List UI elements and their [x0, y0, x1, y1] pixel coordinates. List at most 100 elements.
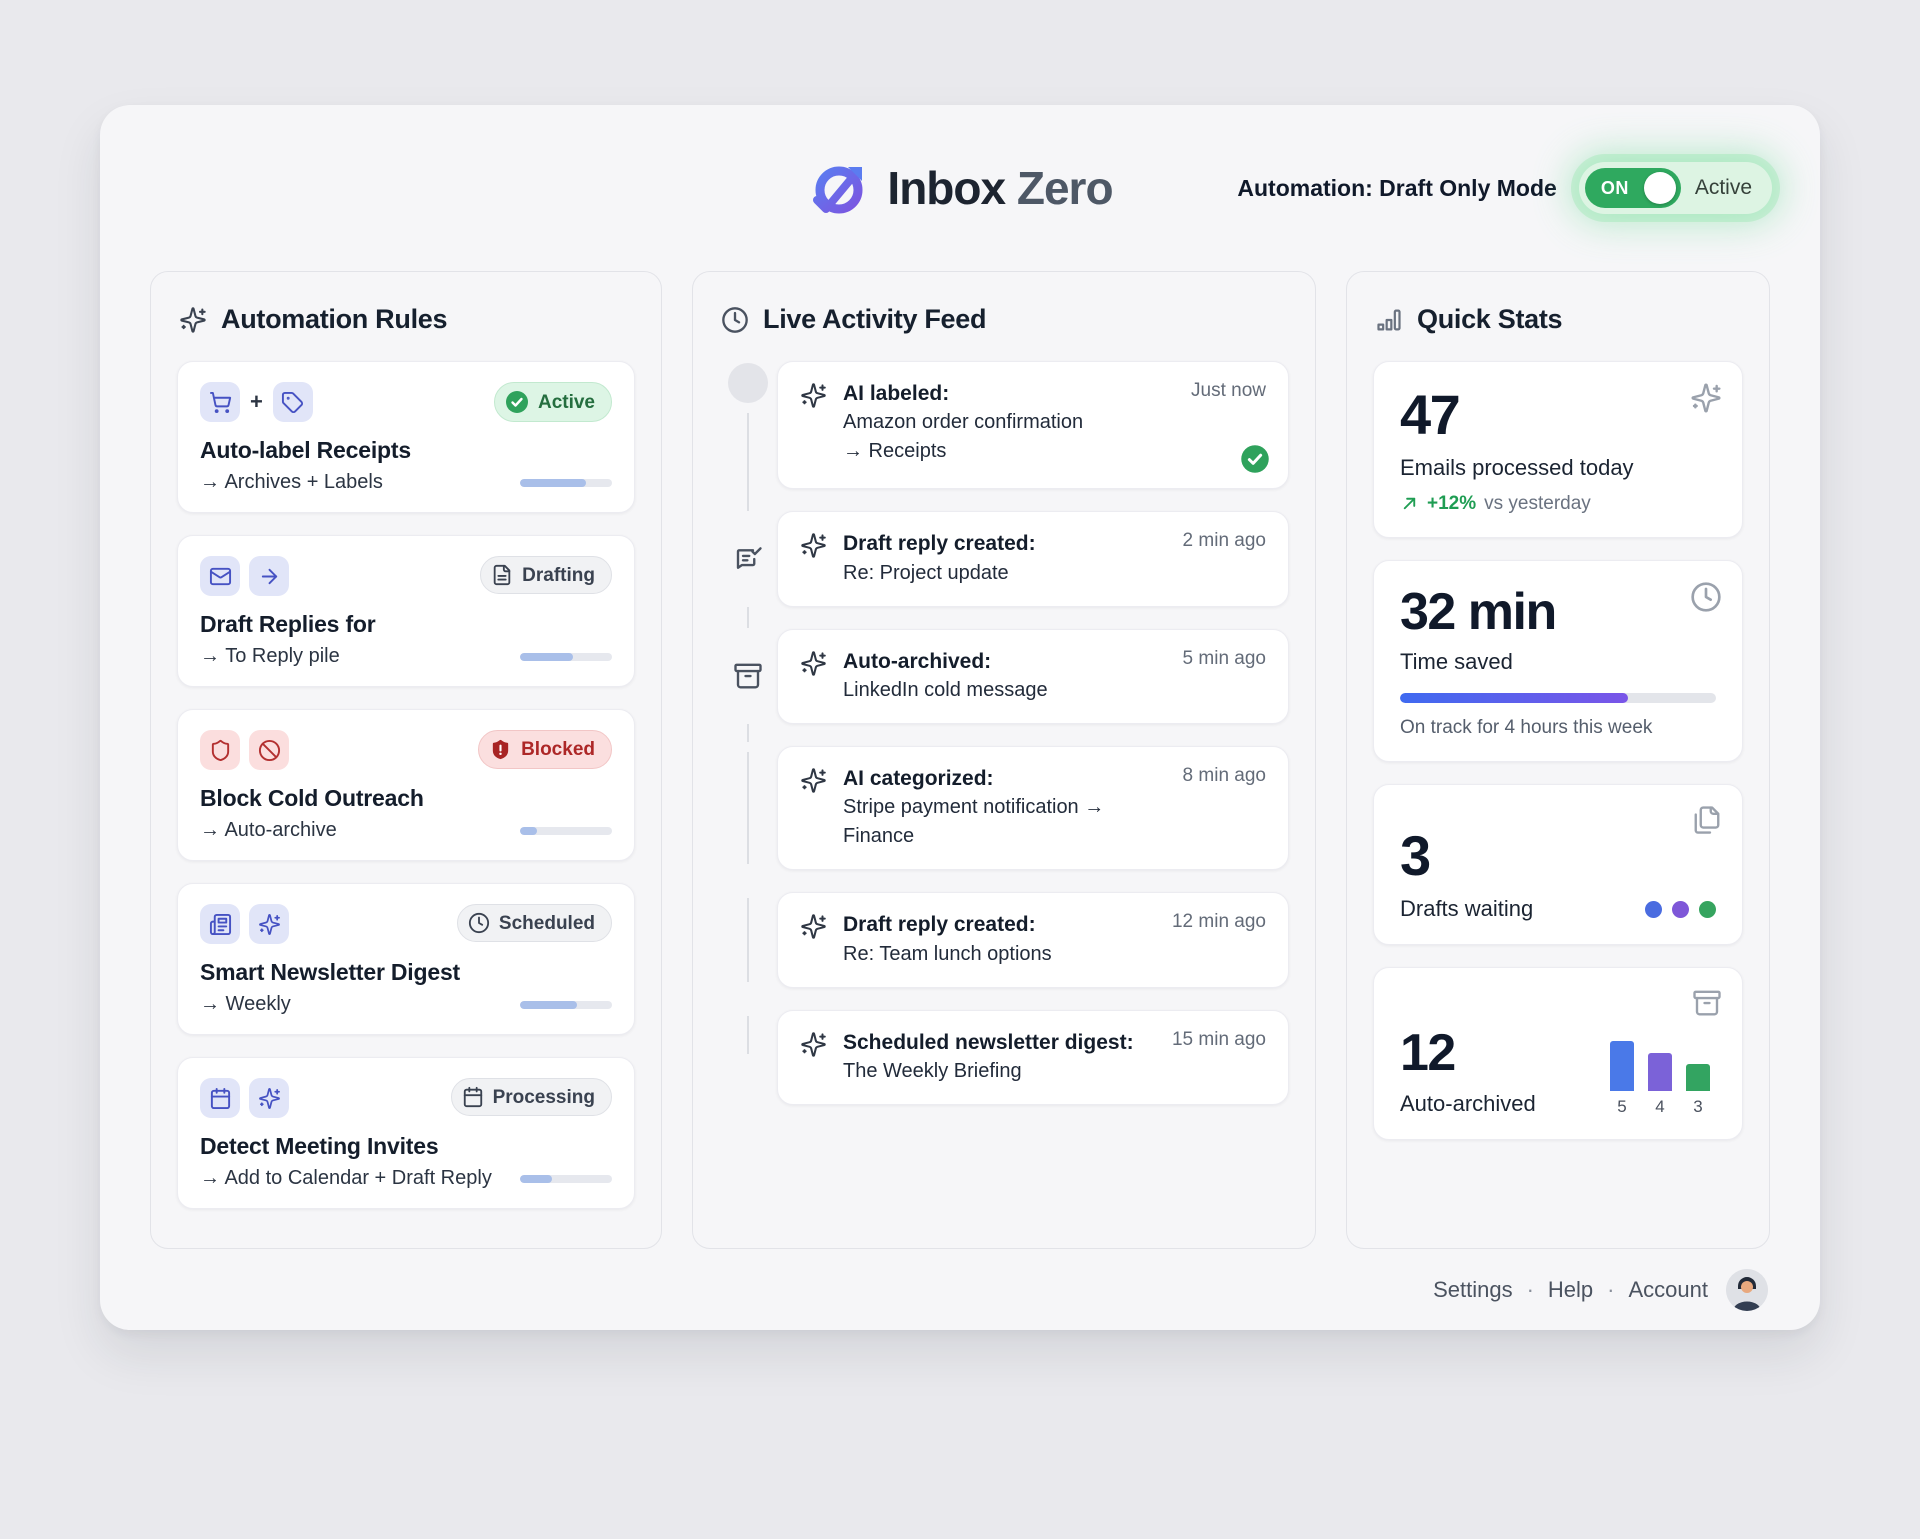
bar-label: 4 — [1655, 1096, 1665, 1116]
sparkles-icon — [800, 913, 827, 940]
stat-value: 3 — [1400, 824, 1431, 888]
automation-mode-label: Automation: Draft Only Mode — [1237, 174, 1557, 201]
cart-icon — [200, 382, 240, 422]
sparkles-icon — [800, 382, 827, 409]
rule-title: Auto-label Receipts — [200, 437, 411, 463]
rule-card-smart-newsletter-digest[interactable]: Scheduled Smart Newsletter Digest → Week… — [177, 883, 635, 1035]
feed-label: Draft reply created: — [843, 913, 1036, 937]
feed-line: Amazon order confirmation — [843, 411, 1084, 434]
rule-icons — [200, 904, 289, 944]
dot-purple — [1672, 900, 1689, 918]
feed-item-auto-archived[interactable]: Auto-archived: LinkedIn cold message 5 m… — [777, 628, 1289, 725]
newspaper-icon — [200, 904, 240, 944]
dot-green — [1699, 900, 1716, 918]
stat-label: Emails processed today — [1400, 454, 1634, 480]
bar-label: 3 — [1693, 1096, 1703, 1116]
feed-label: Scheduled newsletter digest: — [843, 1030, 1134, 1054]
timeline-node — [719, 892, 777, 987]
panels-row: Automation Rules + Active Auto-label Rec… — [100, 271, 1820, 1249]
panel-title: Live Activity Feed — [763, 304, 987, 334]
footer-separator: · — [1607, 1276, 1615, 1302]
feed-line: Stripe payment notification → Finance — [843, 796, 1105, 848]
help-link[interactable]: Help — [1547, 1276, 1594, 1302]
feed-line: The Weekly Briefing — [843, 1060, 1022, 1083]
rule-progress — [520, 652, 612, 661]
stat-card-time-saved: 32 min Time saved On track for 4 hours t… — [1373, 559, 1743, 763]
clock-icon — [1690, 581, 1722, 613]
sparkles-icon — [800, 1031, 827, 1058]
toggle-knob[interactable] — [1643, 172, 1676, 204]
footer-separator: · — [1526, 1276, 1534, 1302]
app-title: Inbox Zero — [887, 161, 1113, 215]
stat-label: Time saved — [1400, 649, 1513, 675]
trend-percent: +12% — [1427, 492, 1477, 514]
dot-blue — [1645, 900, 1662, 918]
rule-subtitle: → Weekly — [200, 993, 291, 1015]
bar-purple — [1648, 1052, 1672, 1091]
rule-subtitle: → To Reply pile — [200, 645, 340, 667]
feed-line: → Receipts — [843, 440, 947, 463]
badge-label: Drafting — [522, 564, 595, 586]
automation-toggle[interactable]: ON Active — [1578, 162, 1772, 214]
auto-archived-bar-chart: 5 4 3 — [1610, 1040, 1710, 1117]
toggle-pill[interactable]: ON — [1584, 168, 1681, 208]
feed-item-ai-categorized[interactable]: AI categorized: Stripe payment notificat… — [777, 746, 1289, 871]
timeline-node — [719, 361, 777, 512]
rule-title: Smart Newsletter Digest — [200, 959, 460, 985]
avatar[interactable] — [1726, 1268, 1768, 1311]
shield-icon — [200, 730, 240, 770]
timeline-dot — [728, 363, 768, 403]
feed-item-scheduled-digest[interactable]: Scheduled newsletter digest: The Weekly … — [777, 1009, 1289, 1106]
sparkles-icon — [1690, 382, 1722, 414]
feed-item-draft-reply-2[interactable]: Draft reply created: Re: Team lunch opti… — [777, 892, 1289, 988]
draft-edit-icon — [733, 544, 763, 574]
sparkles-icon — [800, 532, 827, 559]
clock-icon — [468, 912, 490, 934]
automation-mode-control: Automation: Draft Only Mode ON Active — [1113, 162, 1772, 214]
status-badge: Active — [493, 382, 612, 422]
stat-footnote: On track for 4 hours this week — [1400, 717, 1653, 739]
footer: Settings · Help · Account — [100, 1249, 1820, 1330]
feed-line: Re: Team lunch options — [843, 942, 1052, 965]
calendar-icon — [200, 1078, 240, 1118]
badge-label: Blocked — [521, 739, 595, 760]
rule-icons — [200, 1078, 289, 1118]
rule-card-block-cold-outreach[interactable]: Blocked Block Cold Outreach → Auto-archi… — [177, 709, 635, 861]
rule-progress — [520, 826, 612, 835]
settings-link[interactable]: Settings — [1433, 1276, 1513, 1302]
clock-icon — [721, 306, 749, 334]
rule-title: Draft Replies for — [200, 611, 376, 637]
feed-timestamp: Just now — [1191, 380, 1266, 401]
brand: Inbox Zero — [807, 156, 1114, 220]
bar-blue — [1610, 1040, 1634, 1091]
rule-card-detect-meeting-invites[interactable]: Processing Detect Meeting Invites → Add … — [177, 1057, 635, 1209]
rule-card-auto-label-receipts[interactable]: + Active Auto-label Receipts → Archives … — [177, 361, 635, 513]
stat-label: Drafts waiting — [1400, 896, 1534, 922]
feed-item-ai-labeled[interactable]: AI labeled: Amazon order confirmation → … — [777, 361, 1289, 490]
badge-label: Processing — [492, 1086, 595, 1108]
arrow-right-icon — [249, 556, 289, 596]
sparkles-icon — [249, 1078, 289, 1118]
stat-label: Auto-archived — [1400, 1090, 1536, 1116]
rule-icons: + — [200, 382, 313, 422]
feed-label: Auto-archived: — [843, 649, 992, 673]
stat-card-drafts-waiting: 3 Drafts waiting — [1373, 784, 1743, 946]
stat-trend: +12% vs yesterday — [1400, 493, 1716, 515]
rule-progress — [520, 1000, 612, 1009]
timeline-node — [719, 1010, 777, 1105]
calendar-icon — [462, 1086, 484, 1108]
feed-label: AI labeled: — [843, 382, 950, 405]
panel-title: Quick Stats — [1417, 304, 1563, 334]
feed-item-draft-reply[interactable]: Draft reply created: Re: Project update … — [777, 511, 1289, 607]
user-avatar-icon — [1726, 1269, 1768, 1311]
stat-value: 32 min — [1400, 582, 1557, 641]
tag-icon — [272, 382, 313, 422]
rule-card-draft-replies[interactable]: Drafting Draft Replies for → To Reply pi… — [177, 535, 635, 687]
live-activity-feed-header: Live Activity Feed — [721, 304, 1289, 335]
badge-label: Active — [537, 391, 595, 413]
timeline-node — [719, 493, 777, 625]
sparkles-icon — [249, 904, 289, 944]
bar-chart-icon — [1375, 306, 1403, 334]
inbox-zero-logo-icon — [807, 156, 871, 220]
account-link[interactable]: Account — [1628, 1276, 1709, 1302]
